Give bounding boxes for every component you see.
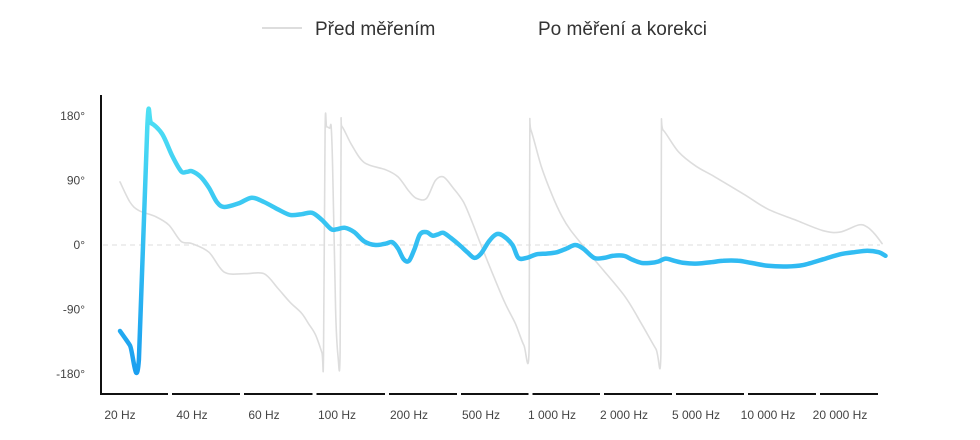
x-tick-label: 20 Hz: [104, 408, 135, 422]
x-tick-label: 60 Hz: [248, 408, 279, 422]
x-tick-label: 200 Hz: [390, 408, 428, 422]
y-tick-label: 180°: [60, 109, 85, 123]
x-tick-labels: 20 Hz 40 Hz 60 Hz 100 Hz 200 Hz 500 Hz 1 000 H…: [104, 408, 867, 422]
x-tick-label: 2 000 Hz: [600, 408, 648, 422]
x-axis: 20 Hz 40 Hz 60 Hz 100 Hz 200 Hz 500 Hz 1 000 H…: [101, 393, 878, 422]
series-line-after: [117, 106, 888, 376]
series-line-before: [119, 112, 883, 373]
y-axis: 180° 90° 0° -90° -180°: [56, 95, 102, 395]
x-tick-label: 40 Hz: [176, 408, 207, 422]
x-tick-label: 10 000 Hz: [741, 408, 796, 422]
legend-item-before[interactable]: Před měřením: [262, 19, 435, 40]
x-tick-label: 1 000 Hz: [528, 408, 576, 422]
series-layer: [117, 106, 888, 376]
y-tick-label: 0°: [74, 238, 86, 252]
legend: Před měřením Po měření a korekci: [262, 19, 707, 40]
x-tick-label: 5 000 Hz: [672, 408, 720, 422]
y-tick-label: -90°: [63, 303, 85, 317]
legend-label-before: Před měřením: [315, 19, 435, 40]
x-tick-label: 100 Hz: [318, 408, 356, 422]
x-tick-label: 20 000 Hz: [813, 408, 868, 422]
legend-item-after[interactable]: Po měření a korekci: [485, 19, 707, 40]
y-tick-label: 90°: [67, 174, 85, 188]
legend-label-after: Po měření a korekci: [538, 19, 707, 40]
x-tick-label: 500 Hz: [462, 408, 500, 422]
y-tick-labels: 180° 90° 0° -90° -180°: [56, 109, 85, 381]
y-tick-label: -180°: [56, 367, 85, 381]
